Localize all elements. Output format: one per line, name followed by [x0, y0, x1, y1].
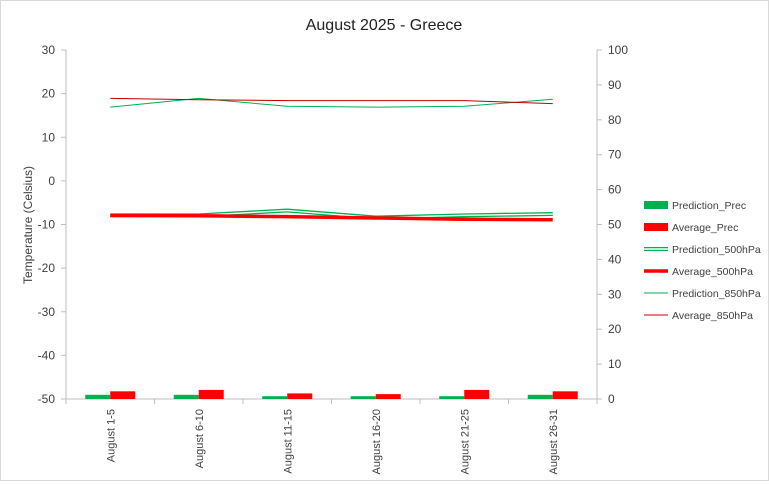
y-tick-label-left: 30: [42, 43, 56, 57]
y-tick-label-left: -10: [38, 218, 56, 232]
bar-prediction-prec: [350, 396, 376, 399]
bar-prediction-prec: [262, 396, 288, 399]
y-tick-label-left: 10: [42, 130, 56, 144]
bar-prediction-prec: [439, 396, 465, 399]
x-tick-label: August 1-5: [105, 409, 117, 462]
bar-average-prec: [552, 391, 578, 399]
bar-prediction-prec: [527, 394, 553, 399]
bar-average-prec: [110, 391, 136, 399]
bar-average-prec: [464, 389, 490, 399]
y-tick-label-right: 0: [608, 392, 615, 406]
y-tick-label-left: -40: [38, 348, 56, 362]
legend-average-prec-swatch: [644, 223, 668, 231]
bar-average-prec: [375, 394, 401, 399]
legend-prediction-500hpa-label: Prediction_500hPa: [672, 244, 761, 256]
x-tick-label: August 6-10: [194, 409, 206, 468]
legend-prediction-prec-label: Prediction_Prec: [672, 200, 746, 212]
bar-prediction-prec: [173, 394, 199, 399]
y-tick-label-right: 80: [608, 113, 622, 127]
y-tick-label-right: 10: [608, 357, 622, 371]
y-tick-label-left: 0: [48, 174, 55, 188]
bar-average-prec: [287, 393, 313, 399]
line-average-850hpa: [110, 97, 553, 105]
bars: [85, 389, 578, 399]
bar-average-prec: [198, 389, 224, 399]
lines: [110, 97, 553, 222]
x-tick-label: August 21-25: [459, 409, 471, 474]
y-tick-label-right: 50: [608, 218, 622, 232]
legend-average-500hpa-label: Average_500hPa: [672, 266, 753, 278]
x-tick-label: August 26-31: [548, 409, 560, 474]
y-tick-label-right: 30: [608, 287, 622, 301]
y-tick-label-right: 70: [608, 148, 622, 162]
axes: 3020100-10-20-30-40-50100908070605040302…: [38, 43, 629, 474]
legend-average-prec-label: Average_Prec: [672, 222, 738, 234]
x-tick-label: August 16-20: [371, 409, 383, 474]
y-axis-label: Temperature (Celsius): [21, 166, 35, 284]
legend: Prediction_Prec Average_Prec Prediction_50…: [644, 200, 761, 322]
chart-title: August 2025 - Greece: [306, 17, 463, 34]
y-tick-label-right: 100: [608, 43, 628, 57]
bar-prediction-prec: [85, 394, 111, 399]
y-tick-label-left: -50: [38, 392, 56, 406]
x-tick-label: August 11-15: [282, 409, 294, 474]
line-average-500hpa: [110, 213, 553, 222]
y-tick-label-left: -30: [38, 305, 56, 319]
y-tick-label-right: 90: [608, 78, 622, 92]
legend-prediction-prec-swatch: [644, 201, 668, 209]
y-tick-label-right: 40: [608, 252, 622, 266]
y-tick-label-left: -20: [38, 261, 56, 275]
y-tick-label-left: 20: [42, 87, 56, 101]
legend-prediction-850hpa-label: Prediction_850hPa: [672, 288, 761, 300]
legend-average-850hpa-label: Average_850hPa: [672, 310, 753, 322]
y-tick-label-right: 20: [608, 322, 622, 336]
y-tick-label-right: 60: [608, 183, 622, 197]
